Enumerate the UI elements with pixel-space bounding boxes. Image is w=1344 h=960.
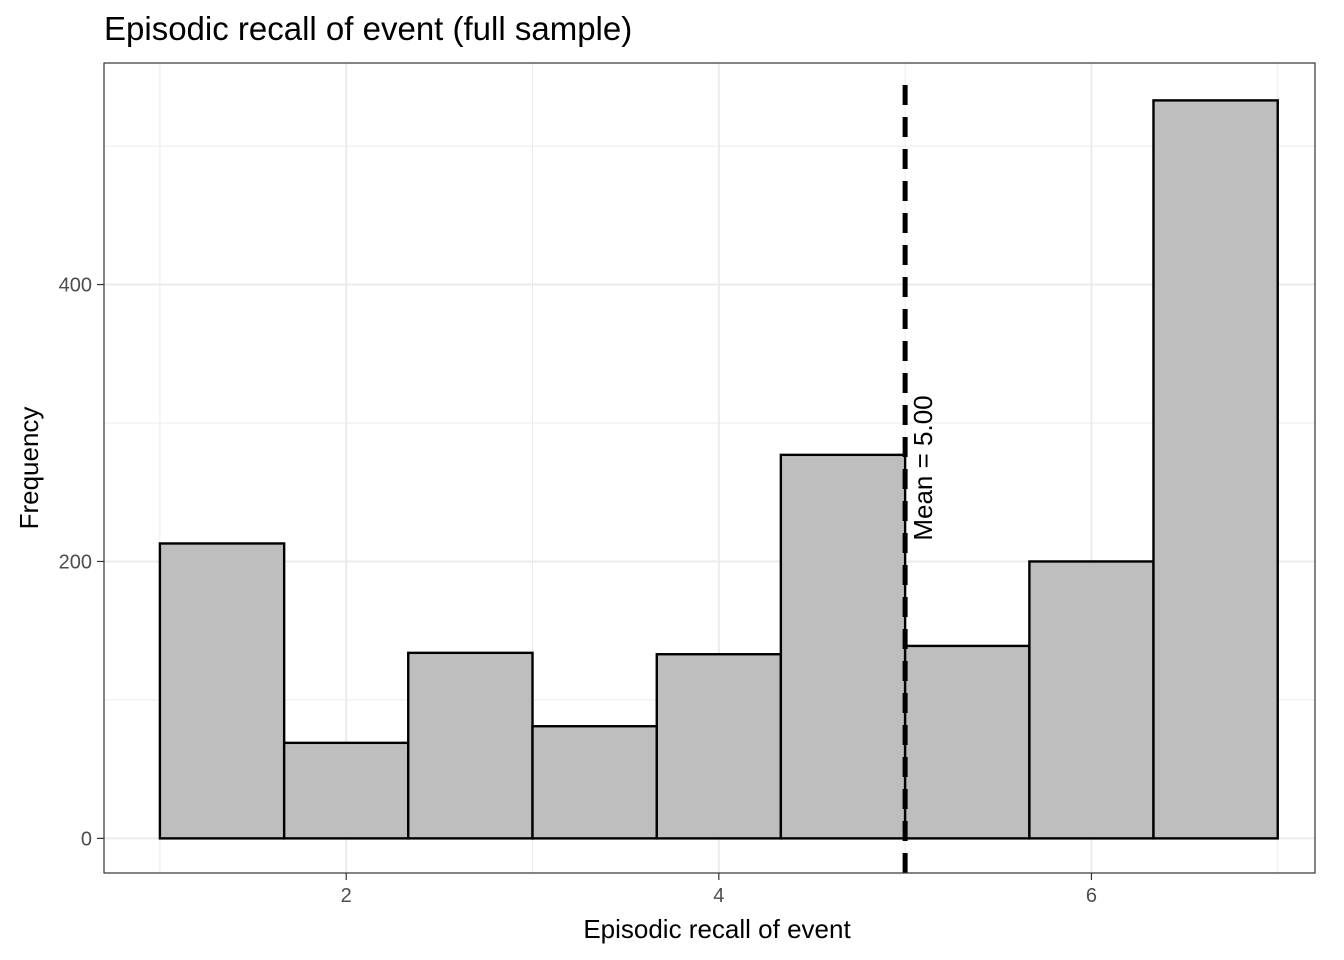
- y-tick-label: 400: [59, 275, 92, 297]
- y-tick-label: 0: [81, 828, 92, 850]
- histogram-bar-9: [1152, 99, 1279, 840]
- histogram-bar-8: [1028, 560, 1155, 840]
- x-axis-title: Episodic recall of event: [583, 914, 851, 944]
- chart-title: Episodic recall of event (full sample): [104, 10, 632, 47]
- y-tick-label: 200: [59, 551, 92, 573]
- histogram-bar-2: [282, 741, 410, 840]
- x-tick-label: 6: [1086, 885, 1097, 907]
- histogram-bar-4: [531, 725, 658, 840]
- histogram-bar-3: [407, 651, 534, 840]
- histogram-bar-6: [779, 453, 907, 840]
- y-axis-title: Frequency: [14, 407, 44, 530]
- histogram-bar-5: [655, 653, 783, 840]
- histogram-bar-1: [158, 542, 286, 840]
- panel-border: [103, 62, 1316, 874]
- x-tick-label: 4: [713, 885, 724, 907]
- plot-area: Mean = 5.00 2 4 6 0 200 400: [59, 62, 1316, 907]
- mean-label: Mean = 5.00: [908, 395, 938, 540]
- x-tick-label: 2: [341, 885, 352, 907]
- histogram-bar-7: [903, 644, 1031, 840]
